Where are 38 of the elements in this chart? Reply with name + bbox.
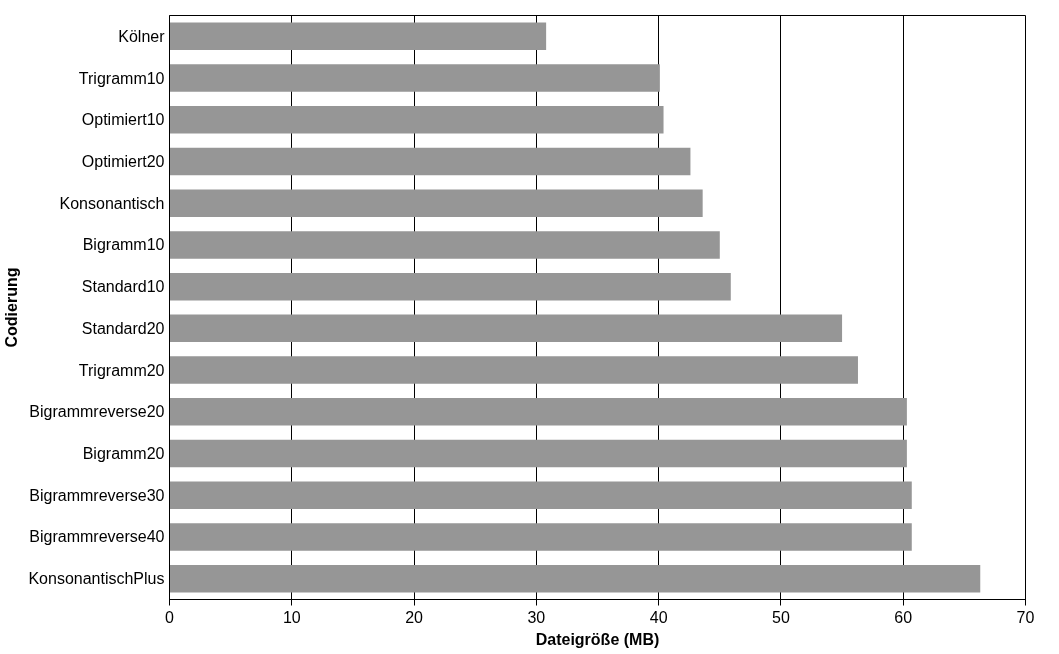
y-tick-label: Bigramm10 — [82, 236, 165, 254]
bar — [169, 189, 703, 217]
x-tick-label: 10 — [282, 608, 301, 626]
y-tick-label: Optimiert20 — [81, 153, 165, 170]
y-tick-label: Bigrammreverse40 — [29, 528, 165, 546]
bar — [169, 272, 731, 301]
y-tick-label: Trigramm10 — [78, 69, 165, 87]
bar — [169, 523, 912, 551]
x-axis-title: Dateigröße (MB) — [535, 630, 660, 648]
y-tick-label: Bigramm20 — [82, 445, 165, 462]
x-tick-label: 20 — [405, 608, 424, 626]
bar — [169, 147, 691, 176]
y-tick-label: Standard10 — [81, 278, 165, 296]
bar — [169, 356, 858, 384]
bar — [169, 439, 907, 468]
y-tick-label: Optimiert10 — [81, 111, 165, 129]
bar — [169, 481, 912, 509]
bar — [169, 231, 720, 259]
x-tick-label: 0 — [165, 608, 175, 626]
y-tick-label: Standard20 — [81, 319, 165, 337]
x-tick-label: 50 — [772, 608, 790, 626]
x-tick-label: 40 — [649, 608, 668, 626]
y-tick-label: Bigrammreverse20 — [29, 403, 165, 421]
bar — [169, 22, 547, 51]
bar — [169, 106, 664, 134]
bar — [169, 398, 907, 426]
y-tick-label: Bigrammreverse30 — [29, 486, 165, 504]
y-tick-label: Trigramm20 — [78, 361, 165, 379]
y-axis-title: Codierung — [3, 267, 21, 348]
x-tick-label: 70 — [1016, 608, 1035, 626]
y-tick-label: Konsonantisch — [59, 194, 165, 212]
bar — [169, 64, 660, 92]
x-tick-label: 30 — [527, 608, 546, 626]
bar — [169, 314, 843, 343]
y-tick-label: KonsonantischPlus — [28, 570, 165, 588]
y-tick-label: Kölner — [118, 27, 166, 45]
bar — [169, 564, 981, 593]
x-tick-label: 60 — [894, 608, 913, 626]
